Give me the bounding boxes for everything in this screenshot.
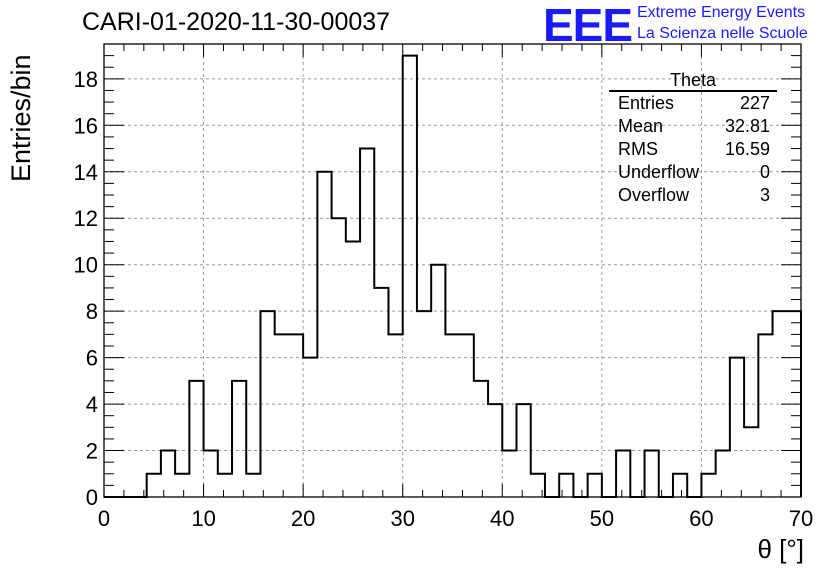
logo-caption: Extreme Energy Events La Scienza nelle S…: [637, 2, 808, 44]
histogram-bin: [346, 241, 360, 497]
histogram-bin: [204, 451, 218, 497]
x-tick-label: 20: [291, 506, 315, 531]
histogram-bin: [175, 474, 189, 497]
y-tick-label: 0: [86, 485, 98, 510]
x-tick-label: 60: [689, 506, 713, 531]
histogram-bin: [758, 334, 772, 497]
y-tick-label: 6: [86, 346, 98, 371]
histogram-bin: [360, 149, 374, 497]
histogram-bin: [445, 334, 459, 497]
x-tick-label: 30: [390, 506, 414, 531]
histogram-bin: [673, 474, 687, 497]
y-tick-label: 10: [74, 253, 98, 278]
plot-frame: [103, 43, 802, 498]
stats-label: Mean: [618, 116, 664, 136]
stats-value: 3: [759, 185, 770, 205]
x-tick-label: 70: [789, 506, 813, 531]
histogram-bin: [147, 474, 161, 497]
histogram-bin: [730, 358, 744, 497]
x-tick-label: 10: [191, 506, 215, 531]
histogram-bin: [616, 451, 630, 497]
histogram-bin: [645, 451, 659, 497]
histogram-bin: [246, 474, 260, 497]
histogram-bin: [232, 381, 246, 497]
histogram-bin: [716, 451, 730, 497]
histogram-bin: [474, 381, 488, 497]
y-tick-label: 14: [74, 160, 98, 185]
stats-row-entries: Entries 227: [609, 92, 777, 115]
x-axis-label: θ [°]: [757, 534, 804, 564]
histogram-bin: [701, 474, 715, 497]
histogram-bin: [161, 451, 175, 497]
stats-box: Theta Entries 227 Mean 32.81 RMS 16.59 U…: [609, 70, 777, 207]
logo-line-1: Extreme Energy Events: [637, 4, 806, 21]
stats-value: 0: [759, 162, 770, 182]
y-tick-label: 2: [86, 439, 98, 464]
stats-row-rms: RMS 16.59: [609, 138, 777, 161]
histogram-bin: [275, 334, 289, 497]
stats-row-overflow: Overflow 3: [609, 184, 777, 207]
stats-value: 16.59: [724, 139, 770, 159]
histogram-bin: [588, 474, 602, 497]
y-tick-label: 16: [74, 113, 98, 138]
stats-label: Overflow: [618, 185, 690, 205]
stats-value: 227: [739, 93, 770, 113]
y-axis-label: Entries/bin: [6, 54, 36, 182]
histogram-bin: [317, 172, 331, 497]
x-tick-label: 40: [490, 506, 514, 531]
eee-logo: EEE: [543, 0, 633, 51]
stats-row-mean: Mean 32.81: [609, 115, 777, 138]
stats-label: RMS: [618, 139, 658, 159]
chart-title: CARI-01-2020-11-30-00037: [82, 8, 391, 36]
histogram-bin: [531, 474, 545, 497]
stats-title: Theta: [609, 70, 777, 92]
y-tick-label: 18: [74, 67, 98, 92]
logo-line-2: La Scienza nelle Scuole: [637, 25, 808, 42]
stats-label: Entries: [618, 93, 675, 113]
histogram-bin: [303, 358, 317, 497]
y-tick-label: 4: [86, 392, 98, 417]
x-tick-label: 50: [590, 506, 614, 531]
histogram-bin: [189, 381, 203, 497]
stats-row-underflow: Underflow 0: [609, 161, 777, 184]
histogram-bin: [374, 288, 388, 497]
x-tick-label: 0: [98, 506, 110, 531]
y-tick-label: 8: [86, 299, 98, 324]
histogram-bin: [403, 56, 417, 497]
histogram-bin: [289, 334, 303, 497]
y-tick-label: 12: [74, 206, 98, 231]
histogram-bin: [388, 334, 402, 497]
histogram-bin: [460, 334, 474, 497]
histogram-bin: [431, 265, 445, 497]
histogram-bin: [744, 427, 758, 497]
histogram-bin: [559, 474, 573, 497]
histogram-bin: [218, 474, 232, 497]
stats-label: Underflow: [618, 162, 700, 182]
histogram-bin: [502, 451, 516, 497]
histogram-outline: [104, 54, 802, 498]
stats-value: 32.81: [724, 116, 770, 136]
